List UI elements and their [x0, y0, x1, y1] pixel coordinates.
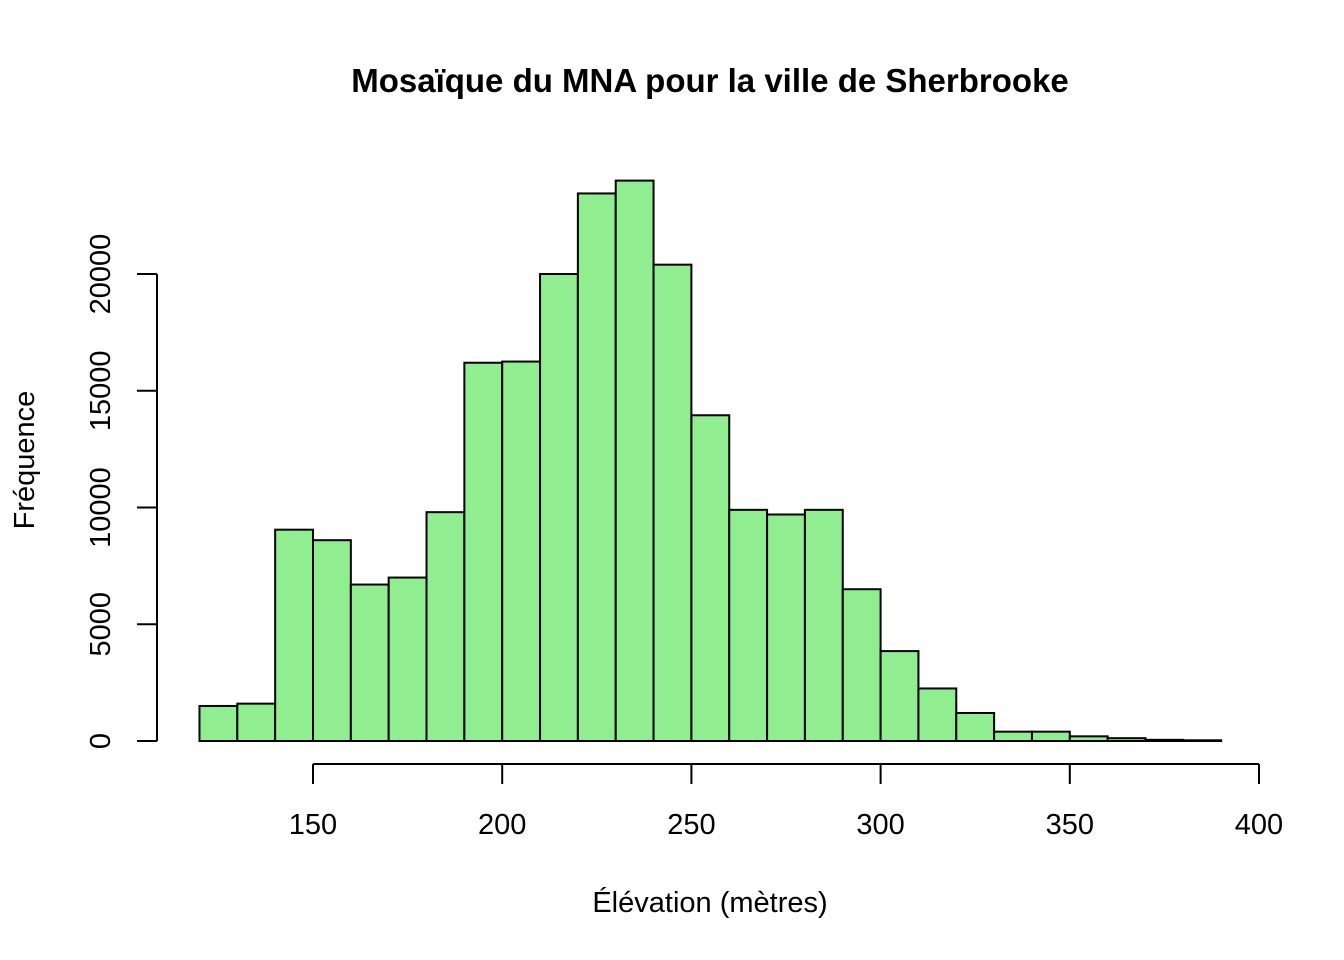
histogram-bar — [1068, 735, 1109, 743]
y-axis: 0 5000 10000 15000 20000 — [85, 234, 158, 749]
histogram-bar — [993, 730, 1033, 742]
histogram-bar — [425, 511, 466, 742]
histogram-bar — [841, 588, 882, 742]
histogram-bar — [501, 360, 542, 742]
histogram-bar — [1182, 739, 1223, 742]
histogram-bar — [803, 508, 844, 742]
y-tick-label: 0 — [85, 733, 117, 749]
histogram-bar — [614, 179, 655, 743]
x-tick-label: 350 — [1046, 809, 1094, 841]
x-tick-label: 150 — [289, 809, 337, 841]
histogram-bar — [690, 414, 731, 742]
y-axis-label: Fréquence — [9, 391, 41, 530]
y-tick-label: 15000 — [85, 350, 117, 431]
histogram-bar — [652, 263, 693, 742]
x-tick-label: 200 — [478, 809, 526, 841]
x-tick-label: 400 — [1235, 809, 1283, 841]
histogram-bar — [312, 539, 352, 742]
x-tick-label: 300 — [856, 809, 904, 841]
histogram-bar — [236, 702, 277, 743]
histogram-bar — [766, 513, 806, 742]
histogram-bar — [463, 361, 504, 742]
histogram-bar — [1144, 738, 1185, 743]
histogram-bar — [1030, 730, 1071, 742]
histogram-bar — [917, 687, 958, 743]
histogram-bar — [274, 528, 315, 742]
histogram-bar — [576, 192, 617, 742]
histogram-bar — [198, 704, 239, 742]
histogram-bar — [955, 711, 996, 742]
y-tick-label: 20000 — [85, 234, 117, 315]
histogram-bar — [879, 650, 920, 742]
y-tick-label: 10000 — [85, 467, 117, 548]
y-tick-label: 5000 — [85, 592, 117, 657]
histogram-bar — [349, 583, 390, 742]
histogram-bar — [728, 508, 769, 742]
x-tick-label: 250 — [667, 809, 715, 841]
histogram-bar — [387, 576, 428, 742]
chart-title: Mosaïque du MNA pour la ville de Sherbro… — [351, 62, 1069, 99]
histogram-bar — [1106, 737, 1147, 742]
bars-group — [198, 179, 1223, 743]
histogram-bar — [539, 273, 579, 742]
x-axis: 150 200 250 300 350 400 — [289, 763, 1283, 841]
x-axis-label: Élévation (mètres) — [592, 886, 827, 919]
